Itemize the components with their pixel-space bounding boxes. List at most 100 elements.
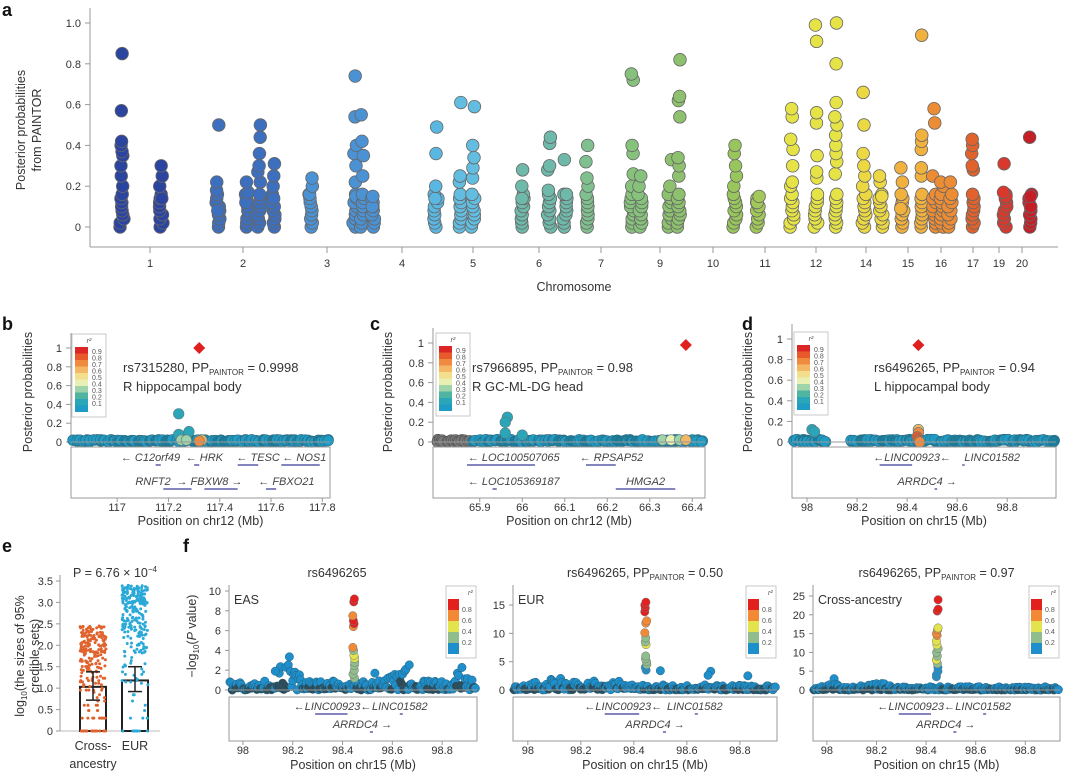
credible-set-point [143, 709, 147, 713]
credible-set-point [82, 639, 86, 643]
snp-point [499, 416, 511, 428]
snp-point [322, 435, 334, 447]
credible-set-point [133, 600, 137, 604]
credible-set-point [86, 667, 90, 671]
y-tick-label: 10 [493, 628, 505, 640]
legend-label: 0.1 [814, 399, 824, 406]
gene-label: LINC01582 [667, 701, 723, 713]
credible-set-point [132, 693, 136, 697]
legend-color-band [75, 366, 88, 373]
credible-set-point [143, 624, 147, 628]
credible-set-point [99, 653, 103, 657]
credible-set-point [86, 626, 90, 630]
credible-set-point [130, 641, 134, 645]
legend-color-band [797, 371, 810, 378]
brain-region-label: L hippocampal body [874, 379, 990, 394]
snp-points [809, 595, 1063, 695]
panel-letter: c [370, 314, 380, 334]
credible-set-point [95, 709, 99, 713]
snp-point [270, 666, 280, 676]
snp-point [856, 85, 870, 100]
r2-legend: r² 0.8 0.6 0.4 0.2 [1028, 585, 1060, 659]
x-tick-label: 98.2 [846, 502, 867, 514]
x-tick-label: 65.9 [469, 502, 490, 514]
credible-set-point [141, 622, 145, 626]
credible-set-point [141, 642, 145, 646]
snp-point [856, 146, 870, 161]
credible-set-point [140, 600, 144, 604]
locus-column [828, 16, 844, 234]
snp-point [266, 191, 281, 206]
snp-points [67, 408, 334, 448]
credible-set-point [145, 628, 149, 632]
pp-subscript: PAINTOR [558, 368, 593, 377]
locus-column [250, 118, 268, 234]
y-axis-label: Posterior probabilities [381, 332, 395, 452]
snp-point [810, 187, 825, 202]
y-tick-label: 2 [215, 665, 221, 677]
credible-set-point [103, 676, 107, 680]
y-tick-label: 0 [499, 685, 505, 697]
x-tick-label: 14 [860, 258, 872, 270]
snp-point [625, 138, 639, 153]
gene-track [512, 696, 778, 742]
credible-set-point [101, 638, 105, 642]
snp-point [354, 108, 368, 122]
legend-label: 0.8 [1045, 607, 1055, 614]
y-tick-label: 0.2 [409, 417, 424, 429]
credible-set-point [139, 648, 143, 652]
ancestry-label: EAS [234, 593, 259, 607]
snp-point [284, 652, 294, 662]
credible-set-point [123, 663, 127, 667]
x-tick-label: 98.4 [623, 745, 644, 757]
y-tick-label: 1.0 [66, 18, 81, 30]
legend-color-band [1031, 632, 1042, 643]
gene-label: RNFT2 [135, 476, 170, 488]
credible-set-point [127, 625, 131, 629]
x-tick-label: 15 [902, 258, 914, 270]
y-tick-label: 0.4 [409, 397, 424, 409]
credible-set-point [86, 638, 90, 642]
x-axis-label: Position on chr15 (Mb) [290, 758, 416, 772]
y-tick-label: 1 [777, 334, 783, 346]
credible-set-point [129, 624, 133, 628]
locus-column [914, 28, 929, 234]
y-tick-label: 25 [793, 591, 805, 603]
credible-set-point [101, 656, 105, 660]
credible-set-point [103, 664, 107, 668]
legend-label: 0.8 [462, 607, 472, 614]
snp-point [211, 203, 225, 218]
separator: , [184, 360, 191, 375]
credible-set-point [123, 672, 127, 676]
snp-point [515, 163, 530, 177]
snp-point [429, 120, 444, 134]
locus-column [514, 163, 531, 234]
credible-set-point [143, 592, 147, 596]
snp-point [465, 187, 479, 202]
legend-label: 0.2 [92, 395, 102, 402]
y-tick-label: 1 [56, 343, 62, 355]
legend-color-band [439, 352, 452, 359]
title-snp: rs6496265, [567, 566, 633, 580]
title-pp: PP [924, 566, 941, 580]
snp-point [997, 157, 1011, 171]
legend-label: 0.5 [456, 374, 466, 381]
panel-c: c 0 0.2 0.4 0.6 0.8 1 Posterior probabilities r²… [370, 314, 709, 528]
snp-point [542, 159, 557, 173]
locus-column [540, 130, 558, 234]
group-label: EUR [122, 739, 148, 753]
snp-points [225, 594, 480, 695]
x-tick-label: 66.2 [597, 502, 618, 514]
credible-set-point [86, 716, 90, 720]
credible-set-point [95, 675, 99, 679]
y-axis-label: Posterior probabilities [21, 332, 35, 452]
credible-set-point [95, 626, 99, 630]
snp-point [828, 110, 842, 124]
credible-set-point [133, 729, 137, 733]
credible-set-point [120, 596, 124, 600]
credible-set-point [142, 596, 146, 600]
panel-letter: e [2, 536, 12, 556]
y-tick-label: 0.4 [47, 399, 62, 411]
credible-set-point [139, 681, 143, 685]
credible-set-point [104, 643, 108, 647]
